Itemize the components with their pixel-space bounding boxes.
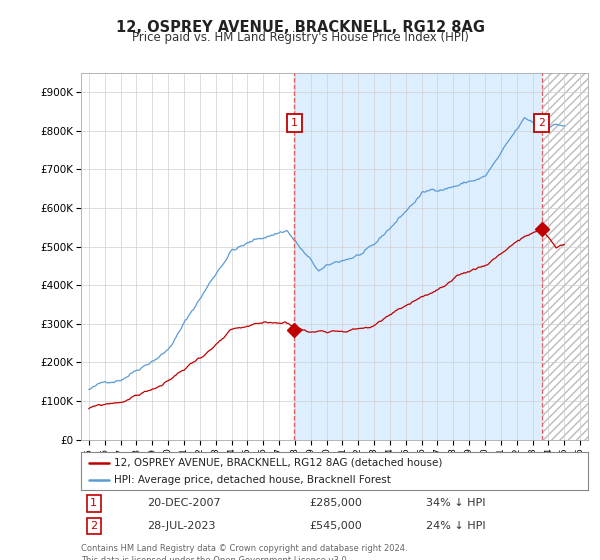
Text: 24% ↓ HPI: 24% ↓ HPI: [426, 521, 485, 531]
Bar: [542, 73, 588, 440]
Text: 28-JUL-2023: 28-JUL-2023: [147, 521, 215, 531]
Bar: [295, 73, 542, 440]
Text: 34% ↓ HPI: 34% ↓ HPI: [426, 498, 485, 508]
Text: 2: 2: [90, 521, 97, 531]
Text: 2: 2: [538, 118, 545, 128]
Text: 20-DEC-2007: 20-DEC-2007: [147, 498, 221, 508]
Text: £545,000: £545,000: [309, 521, 362, 531]
Text: 12, OSPREY AVENUE, BRACKNELL, RG12 8AG (detached house): 12, OSPREY AVENUE, BRACKNELL, RG12 8AG (…: [114, 458, 442, 468]
Text: HPI: Average price, detached house, Bracknell Forest: HPI: Average price, detached house, Brac…: [114, 475, 391, 486]
Bar: [542, 73, 588, 440]
Text: Price paid vs. HM Land Registry's House Price Index (HPI): Price paid vs. HM Land Registry's House …: [131, 31, 469, 44]
Text: £285,000: £285,000: [309, 498, 362, 508]
Text: Contains HM Land Registry data © Crown copyright and database right 2024.
This d: Contains HM Land Registry data © Crown c…: [81, 544, 407, 560]
Text: 1: 1: [291, 118, 298, 128]
Text: 12, OSPREY AVENUE, BRACKNELL, RG12 8AG: 12, OSPREY AVENUE, BRACKNELL, RG12 8AG: [115, 20, 485, 35]
Text: 1: 1: [90, 498, 97, 508]
